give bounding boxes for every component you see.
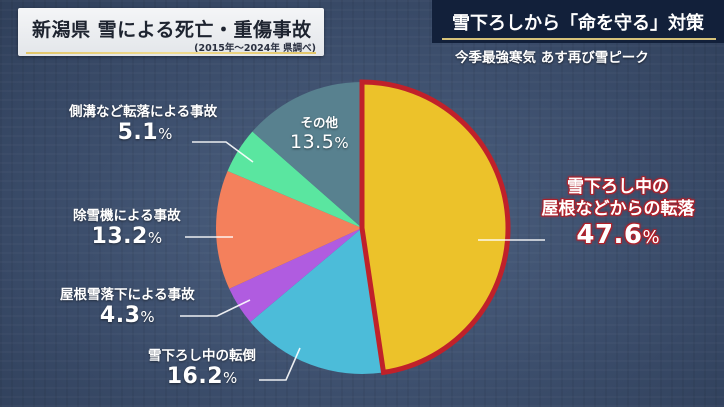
label-snowblower: 除雪機による事故 13.2% (73, 204, 181, 249)
label-ditch-unit: % (158, 125, 173, 143)
label-ditch-value: 5.1 (117, 120, 159, 145)
label-fall-over-name: 雪下ろし中の転倒 (148, 348, 256, 364)
leader-line-ditch (192, 141, 254, 163)
label-snow-drop-value: 4.3 (99, 303, 141, 328)
news-headline: 雪下ろしから「命を守る」対策 (452, 13, 704, 34)
label-other-unit: % (334, 134, 349, 152)
label-snow-drop-unit: % (140, 308, 155, 326)
label-snowblower-unit: % (147, 229, 163, 247)
label-fall-over-value: 16.2 (166, 364, 223, 389)
title-underline (26, 52, 316, 54)
label-other-value: 13.5 (290, 131, 335, 153)
label-fall-over-unit: % (223, 369, 238, 387)
slice-snow-drop (229, 228, 362, 323)
label-roof-fall-value: 47.6 (576, 220, 643, 250)
leader-line-fall-over (259, 347, 301, 381)
label-other: その他 13.5% (290, 112, 349, 153)
label-snow-drop-name: 屋根雪落下による事故 (60, 287, 195, 303)
label-other-name: その他 (300, 115, 339, 130)
label-fall-over: 雪下ろし中の転倒 16.2% (148, 344, 256, 389)
slice-fall-over (250, 228, 384, 375)
slice-snowblower (216, 171, 362, 289)
slice-roof-fall (359, 79, 511, 376)
label-ditch-name: 側溝など転落による事故 (69, 104, 218, 120)
headline-underline (442, 38, 716, 40)
label-snowblower-value: 13.2 (91, 224, 148, 249)
label-roof-fall: 雪下ろし中の 屋根などからの転落 47.6% (518, 176, 718, 250)
news-headline-card: 雪下ろしから「命を守る」対策 (432, 0, 724, 43)
label-ditch: 側溝など転落による事故 5.1% (69, 100, 217, 145)
label-roof-fall-name-2: 屋根などからの転落 (541, 199, 695, 219)
label-snow-drop: 屋根雪落下による事故 4.3% (60, 283, 195, 328)
slice-ditch (227, 131, 362, 228)
news-subheadline: 今季最強寒気 あす再び雪ピーク (455, 50, 649, 66)
leader-line-snow-drop (180, 299, 251, 317)
slice-other (252, 82, 362, 228)
chart-title: 新潟県 雪による死亡・重傷事故 (32, 19, 312, 41)
label-roof-fall-name-1: 雪下ろし中の (567, 177, 669, 197)
label-roof-fall-unit: % (642, 227, 660, 248)
chart-title-card: 新潟県 雪による死亡・重傷事故 (2015年〜2024年 県調べ) (18, 8, 324, 56)
chart-source-note: (2015年〜2024年 県調べ) (194, 43, 316, 54)
label-snowblower-name: 除雪機による事故 (73, 208, 181, 224)
